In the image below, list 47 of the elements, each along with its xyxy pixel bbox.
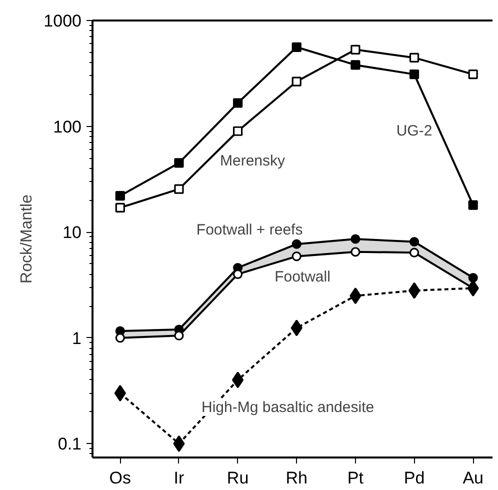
point [232,372,244,388]
point [292,42,302,52]
x-tick-label: Os [109,468,132,488]
point [350,247,360,257]
point [174,158,184,168]
point [114,384,126,402]
series-label: High-Mg basaltic andesite [202,398,374,416]
point [232,269,243,279]
point [408,282,420,299]
series-label: Footwall [274,268,330,286]
x-tick-label: Au [462,468,484,488]
series-label: UG-2 [396,122,432,140]
y-tick-label: 1 [72,328,82,348]
y-tick-label: 10 [62,223,82,242]
series-label: Merensky [220,152,286,170]
point [173,435,185,452]
x-tick-label: Rh [286,468,308,488]
point [292,76,302,86]
series-label: Footwall + reefs [196,221,303,238]
x-tick-label: Ru [226,468,249,488]
point [174,330,184,340]
point [292,239,302,249]
point [232,98,243,108]
point [468,272,478,283]
y-tick-label: 0.1 [58,434,82,454]
y-tick-label: 1000 [44,12,82,30]
point [468,200,478,210]
x-tick-label: Ir [174,468,184,488]
y-tick-label: 100 [53,117,82,136]
point [115,202,125,213]
x-tick-label: Pt [347,468,364,488]
point [115,191,125,201]
point [468,70,478,80]
point [115,333,125,343]
point [350,44,360,54]
point [350,60,360,70]
point [174,184,184,194]
y-axis-title: Rock/Mantle [18,194,36,284]
point [232,126,243,136]
point [409,248,420,258]
point [409,236,420,247]
point [292,252,302,262]
point [290,320,302,336]
point [409,70,420,80]
point [350,234,360,244]
x-tick-label: Pd [404,468,425,488]
point [409,52,420,62]
